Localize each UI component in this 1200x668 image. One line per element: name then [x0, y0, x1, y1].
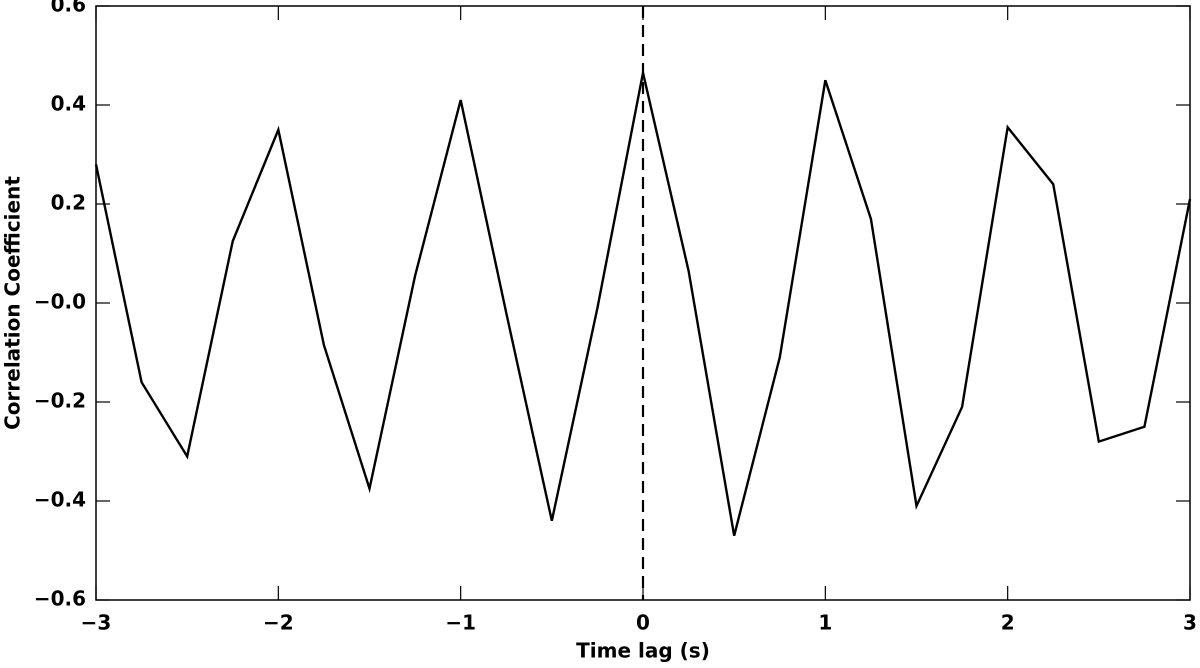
y-tick-label: −0.4 — [34, 488, 86, 512]
x-tick-label: 3 — [1183, 611, 1197, 635]
y-tick-label: −0.6 — [34, 587, 86, 611]
data-line — [94, 72, 1192, 536]
y-tick-label: 0.2 — [51, 191, 86, 215]
y-tick-label: 0.4 — [51, 92, 86, 116]
y-tick-label: −0.2 — [34, 389, 86, 413]
x-axis-label: Time lag (s) — [576, 639, 710, 663]
x-tick-label: 2 — [1001, 611, 1015, 635]
y-tick-label: 0.6 — [51, 0, 86, 17]
y-tick-label: −0.0 — [34, 290, 86, 314]
x-tick-label: −3 — [81, 611, 112, 635]
x-tick-label: 1 — [818, 611, 832, 635]
x-tick-label: 0 — [636, 611, 650, 635]
x-tick-label: −2 — [263, 611, 294, 635]
x-tick-label: −1 — [445, 611, 476, 635]
y-axis-label: Correlation Coefficient — [1, 176, 25, 430]
